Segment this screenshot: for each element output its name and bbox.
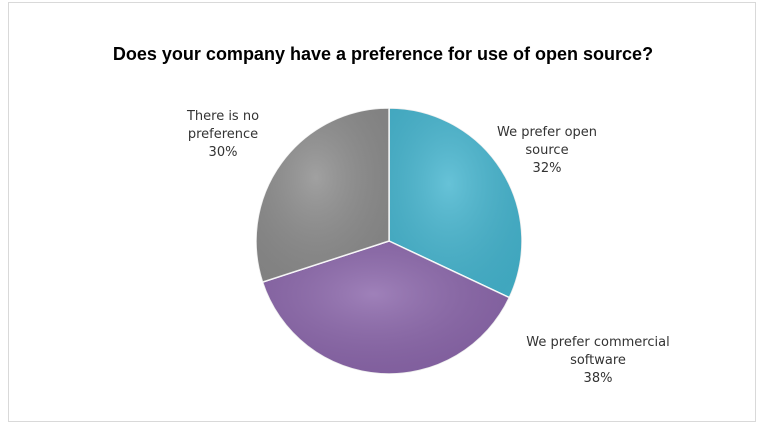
chart-title: Does your company have a preference for …	[112, 44, 654, 64]
pie-slice-shading-2	[256, 108, 389, 283]
slice-label-1: We prefer commercial software 38%	[526, 335, 669, 386]
slice-name-label-0: source	[525, 143, 568, 158]
slice-label-0: We prefer open source 32%	[497, 125, 597, 176]
slice-name-label-1: We prefer commercial	[526, 335, 669, 350]
pie-slice-shading-1	[262, 241, 510, 375]
slice-label-2: There is no preference 30%	[186, 109, 259, 160]
pie-chart: We prefer open source 32% We prefer commerc…	[186, 107, 670, 386]
slice-value-label-2: 30%	[209, 145, 238, 160]
slice-name-label-0: We prefer open	[497, 125, 597, 140]
slice-name-label-1: software	[570, 353, 626, 368]
slice-value-label-1: 38%	[584, 371, 613, 386]
slice-value-label-0: 32%	[533, 161, 562, 176]
pie-slice-shading-0	[389, 108, 522, 298]
slice-name-label-2: There is no	[186, 109, 259, 124]
slice-name-label-2: preference	[188, 127, 258, 142]
